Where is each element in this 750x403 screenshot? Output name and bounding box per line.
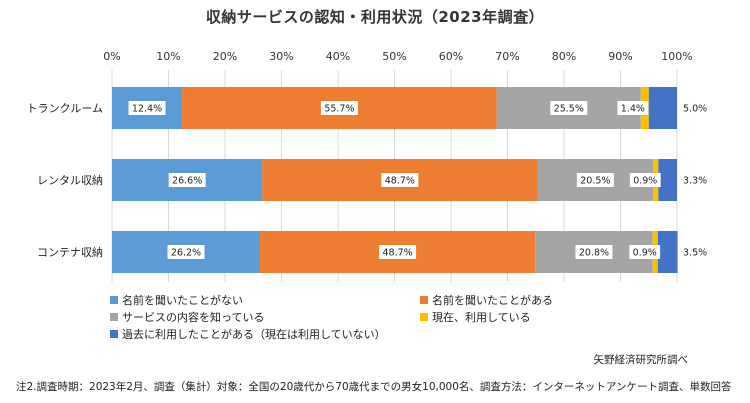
data-label: 55.7%	[324, 104, 354, 115]
category-label: コンテナ収納	[37, 246, 103, 259]
x-tick-label: 20%	[213, 50, 237, 63]
data-label: 5.0%	[683, 104, 707, 115]
data-label-bg	[320, 101, 358, 115]
legend-item: 名前を聞いたことがある	[420, 292, 553, 308]
legend-item: 過去に利用したことがある（現在は利用していない）	[110, 326, 386, 342]
legend-swatch	[110, 330, 118, 338]
legend-item: サービスの内容を知っている	[110, 309, 264, 325]
data-label: 1.4%	[621, 104, 645, 115]
category-label: トランクルーム	[27, 102, 103, 115]
data-label-bg	[550, 101, 588, 115]
x-tick-label: 100%	[661, 50, 692, 63]
legend-swatch	[420, 313, 428, 321]
legend-label: サービスの内容を知っている	[122, 311, 265, 324]
data-label: 20.5%	[580, 176, 610, 187]
data-label: 26.2%	[171, 248, 201, 259]
data-label-bg	[629, 245, 661, 259]
legend-item: 現在、利用している	[420, 309, 531, 325]
x-tick-label: 80%	[552, 50, 576, 63]
bars	[112, 87, 678, 273]
x-tick-label: 50%	[382, 50, 406, 63]
legend-label: 過去に利用したことがある（現在は利用していない）	[122, 328, 386, 341]
legend-label: 現在、利用している	[432, 311, 531, 324]
x-axis-ticks: 0% 10% 20% 30% 40% 50% 60% 70% 80% 90% 100%	[103, 50, 692, 63]
x-tick-label: 0%	[103, 50, 120, 63]
data-labels: 12.4% 55.7% 25.5% 1.4% 5.0% 26.6% 48.7% 20.5% 0.…	[128, 101, 707, 259]
data-label-bg	[575, 245, 613, 259]
data-label: 12.4%	[132, 104, 162, 115]
data-label: 0.9%	[633, 176, 657, 187]
footnote: 注2.調査時期：2023年2月、調査（集計）対象：全国の20歳代から70歳代まで…	[16, 381, 732, 393]
category-label: レンタル収納	[37, 174, 103, 187]
legend-swatch	[110, 296, 118, 304]
stacked-bar-chart: 0% 10% 20% 30% 40% 50% 60% 70% 80% 90% 100% トランクルー…	[27, 50, 707, 282]
data-label: 0.9%	[633, 248, 657, 259]
x-tick-label: 10%	[156, 50, 180, 63]
bar-segment	[658, 159, 677, 201]
legend: 名前を聞いたことがない 名前を聞いたことがあるサービスの内容を知っている 現在、利用…	[110, 292, 630, 352]
legend-item: 名前を聞いたことがない	[110, 292, 243, 308]
data-label: 3.3%	[683, 176, 707, 187]
x-tick-label: 60%	[439, 50, 463, 63]
data-label: 26.6%	[172, 176, 202, 187]
data-label-bg	[617, 101, 649, 115]
chart-title: 収納サービスの認知・利用状況（2023年調査）	[205, 8, 545, 26]
data-label: 48.7%	[383, 248, 413, 259]
legend-label: 名前を聞いたことがある	[432, 294, 553, 307]
data-label-bg	[629, 173, 661, 187]
legend-label: 名前を聞いたことがない	[122, 294, 243, 307]
x-tick-label: 70%	[495, 50, 519, 63]
x-tick-label: 40%	[326, 50, 350, 63]
data-label: 3.5%	[683, 248, 707, 259]
data-label: 20.8%	[579, 248, 609, 259]
bar-segment	[648, 87, 677, 129]
bar-segment	[657, 231, 678, 273]
legend-swatch	[420, 296, 428, 304]
data-label-bg	[168, 173, 206, 187]
data-label-bg	[381, 173, 419, 187]
data-label-bg	[379, 245, 417, 259]
source-note: 矢野経済研究所調べ	[593, 354, 689, 366]
legend-swatch	[110, 313, 118, 321]
x-tick-label: 30%	[269, 50, 293, 63]
data-label-bg	[128, 101, 166, 115]
x-tick-label: 90%	[608, 50, 632, 63]
data-label: 25.5%	[554, 104, 584, 115]
data-label: 48.7%	[385, 176, 415, 187]
data-label-bg	[576, 173, 614, 187]
data-label-bg	[167, 245, 205, 259]
